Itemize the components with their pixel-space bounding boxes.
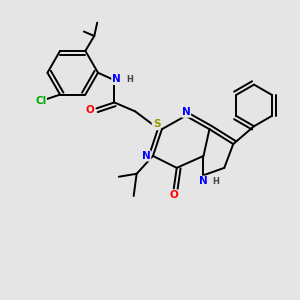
Text: O: O <box>85 105 94 115</box>
Text: O: O <box>85 105 94 115</box>
Text: H: H <box>212 177 219 186</box>
Text: S: S <box>153 119 160 129</box>
Text: O: O <box>169 190 178 200</box>
Text: Cl: Cl <box>35 95 46 106</box>
Text: Cl: Cl <box>35 95 46 106</box>
Text: S: S <box>152 120 160 130</box>
Text: N: N <box>142 151 151 161</box>
Text: O: O <box>169 190 178 200</box>
Text: N: N <box>182 107 190 117</box>
Text: N: N <box>199 176 207 186</box>
Text: N: N <box>112 74 121 84</box>
Text: H: H <box>125 75 133 84</box>
Text: H: H <box>126 75 133 84</box>
Text: N: N <box>112 74 121 84</box>
